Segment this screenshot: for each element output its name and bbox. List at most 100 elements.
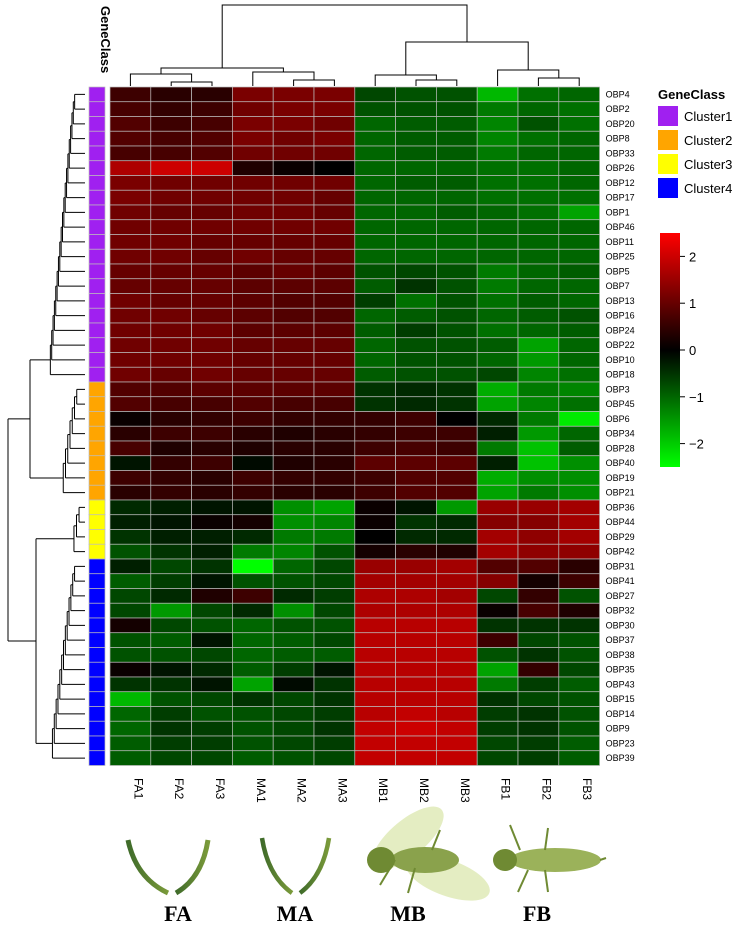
heatmap-cell (517, 706, 560, 722)
heatmap-cell (436, 396, 478, 412)
heatmap-cell (476, 116, 519, 132)
heatmap-cell (232, 293, 274, 309)
class-swatch (88, 735, 106, 752)
heatmap-cell (313, 204, 356, 221)
group-label-mb: MB (390, 901, 426, 926)
heatmap-cell (191, 543, 233, 560)
heatmap-cell (354, 116, 396, 132)
heatmap-cell (517, 720, 560, 737)
heatmap-cell (232, 86, 274, 103)
heatmap-cell (191, 455, 233, 471)
heatmap-cell (232, 617, 274, 634)
heatmap-cell (313, 676, 356, 693)
heatmap-cell (313, 322, 356, 339)
heatmap-cell (476, 381, 519, 398)
heatmap-cell (517, 676, 560, 693)
heatmap-cell (517, 735, 560, 752)
heatmap-cell (272, 529, 315, 545)
heatmap-cell (476, 529, 519, 545)
heatmap-cell (436, 322, 478, 339)
heatmap-cell (313, 514, 356, 530)
heatmap-cell (354, 425, 396, 442)
heatmap-cell (109, 647, 152, 663)
class-swatch (88, 248, 106, 265)
heatmap-cell (558, 573, 600, 589)
heatmap-cell (232, 189, 274, 206)
column-label: MA3 (335, 778, 349, 803)
heatmap-cell (109, 425, 152, 442)
group-label-ma: MA (277, 901, 314, 926)
heatmap-cell (558, 720, 600, 737)
heatmap-cell (272, 175, 315, 191)
dendrogram-branch (537, 77, 580, 86)
heatmap-cell (232, 602, 274, 619)
heatmap-cell (436, 337, 478, 353)
heatmap-cell (558, 661, 600, 678)
dendrogram-branch (221, 4, 468, 68)
class-swatch (88, 116, 106, 132)
heatmap-cell (476, 676, 519, 693)
color-scale-bar (660, 233, 680, 467)
column-label: FA2 (172, 778, 186, 800)
heatmap-cell (313, 263, 356, 280)
heatmap-cell (313, 647, 356, 663)
heatmap-cell (354, 366, 396, 383)
heatmap-cell (354, 175, 396, 191)
group-label-fa: FA (164, 901, 192, 926)
heatmap-cell (517, 293, 560, 309)
row-label: OBP27 (606, 591, 635, 601)
heatmap-cell (272, 278, 315, 294)
class-swatch (88, 411, 106, 427)
heatmap-cell (109, 263, 152, 280)
heatmap-cell (436, 720, 478, 737)
heatmap-cell (517, 234, 560, 250)
gene-class-annotation (88, 86, 106, 766)
heatmap-cell (109, 352, 152, 368)
heatmap-cell (476, 189, 519, 206)
heatmap-cell (395, 499, 437, 516)
heatmap-cell (191, 293, 233, 309)
class-swatch (88, 219, 106, 235)
annotation-title: GeneClass (98, 6, 113, 73)
row-label: OBP1 (606, 207, 630, 217)
male-fly-illustration (367, 806, 490, 901)
heatmap-cell (232, 352, 274, 368)
heatmap-cell (232, 514, 274, 530)
heatmap-cell (436, 381, 478, 398)
dendrogram-branch (252, 71, 315, 86)
heatmap-cell (272, 470, 315, 486)
column-label: FA3 (213, 778, 227, 800)
heatmap-cell (272, 307, 315, 324)
heatmap-cell (517, 86, 560, 103)
heatmap-cell (191, 470, 233, 486)
heatmap-cell (354, 691, 396, 707)
row-label: OBP5 (606, 266, 630, 276)
heatmap-cell (313, 573, 356, 589)
heatmap-cell (272, 484, 315, 501)
row-label: OBP22 (606, 340, 635, 350)
heatmap-cell (395, 130, 437, 147)
heatmap-cell (354, 307, 396, 324)
heatmap-cell (436, 352, 478, 368)
heatmap-cell (313, 293, 356, 309)
heatmap-cell (476, 750, 519, 766)
class-legend-swatch (658, 130, 678, 150)
heatmap-cell (395, 647, 437, 663)
heatmap-cell (354, 440, 396, 457)
heatmap-cell (436, 470, 478, 486)
heatmap-cell (436, 558, 478, 575)
heatmap-cell (436, 484, 478, 501)
heatmap-cell (395, 189, 437, 206)
heatmap-cell (558, 647, 600, 663)
heatmap-cell (109, 661, 152, 678)
heatmap-cell (232, 204, 274, 221)
heatmap-cell (395, 676, 437, 693)
column-label: MA1 (254, 778, 268, 803)
heatmap-cell (558, 470, 600, 486)
heatmap-cell (272, 322, 315, 339)
class-swatch (88, 558, 106, 575)
heatmap-cell (272, 750, 315, 766)
heatmap-cell (558, 691, 600, 707)
heatmap-cell (232, 160, 274, 176)
